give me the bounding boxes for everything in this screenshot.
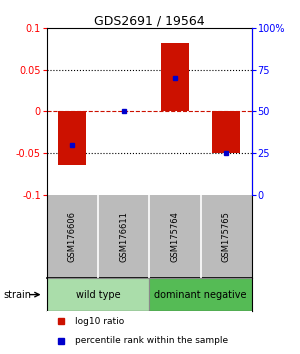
Text: percentile rank within the sample: percentile rank within the sample (75, 336, 228, 345)
Text: GSM176611: GSM176611 (119, 211, 128, 262)
Text: GSM175764: GSM175764 (170, 211, 179, 262)
Text: log10 ratio: log10 ratio (75, 317, 124, 326)
Text: GSM176606: GSM176606 (68, 211, 77, 262)
Bar (212, 112, 240, 153)
Bar (110, 110, 138, 112)
Bar (46, 278, 149, 312)
Text: strain: strain (3, 290, 31, 299)
Title: GDS2691 / 19564: GDS2691 / 19564 (94, 14, 205, 27)
Text: GSM175765: GSM175765 (222, 211, 231, 262)
Text: wild type: wild type (76, 290, 120, 299)
Text: dominant negative: dominant negative (154, 290, 247, 299)
Bar (149, 278, 252, 312)
Bar (161, 43, 189, 112)
Bar (58, 112, 86, 165)
